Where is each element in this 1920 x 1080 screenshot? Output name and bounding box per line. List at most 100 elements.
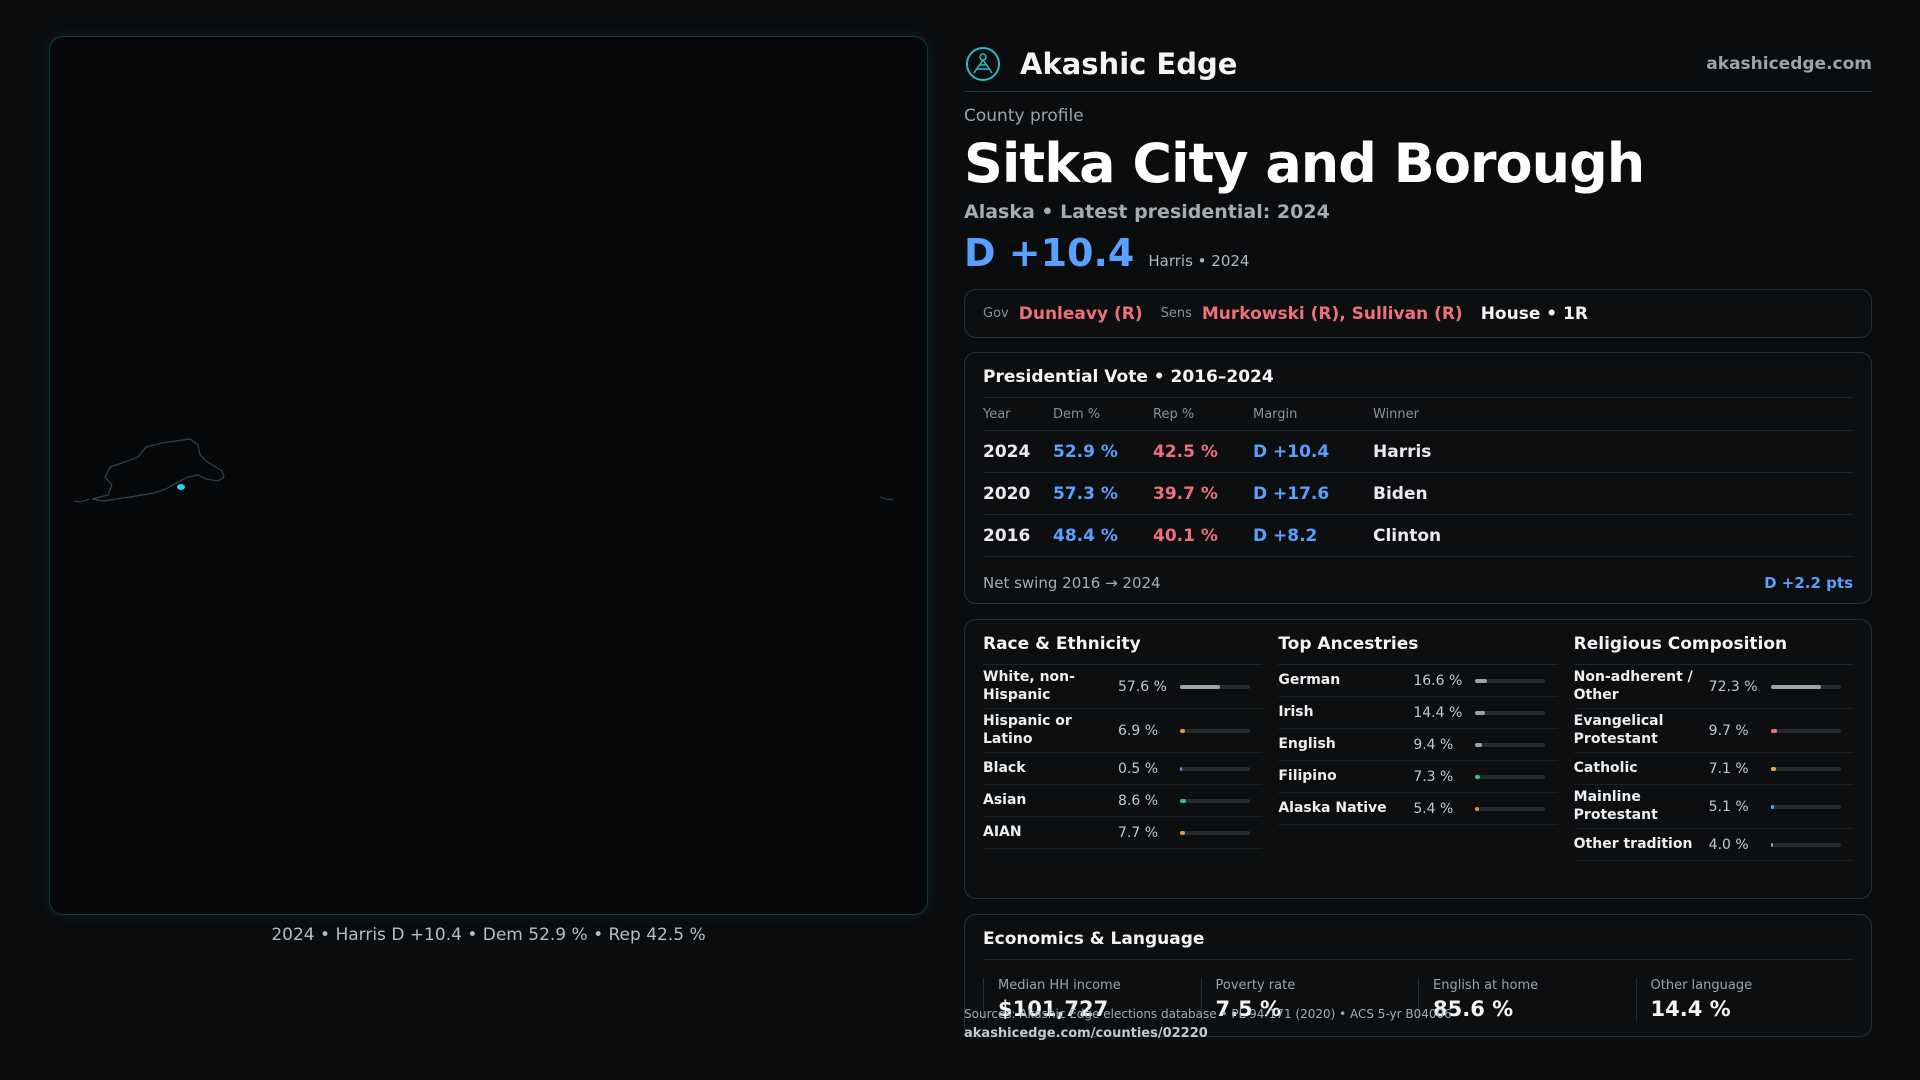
headline-margin: D +10.4 Harris • 2024	[964, 231, 1872, 275]
item-bar-fill	[1475, 806, 1480, 811]
house-delegation: House • 1R	[1480, 303, 1588, 324]
item-bar-fill	[1475, 774, 1481, 779]
item-bar	[1770, 684, 1841, 689]
econ-label: Median HH income	[998, 978, 1121, 993]
county-map[interactable]	[49, 36, 928, 915]
alaska-outline	[73, 438, 895, 503]
page-kicker: County profile	[964, 106, 1084, 126]
row-year: 2020	[983, 483, 1031, 504]
item-label: English	[1278, 735, 1336, 752]
list-item: White, non-Hispanic 57.6 %	[983, 665, 1263, 709]
item-bar	[1180, 830, 1250, 835]
item-bar-fill	[1180, 830, 1186, 835]
item-bar-fill	[1770, 766, 1776, 771]
item-bar-fill	[1180, 684, 1221, 689]
item-bar-fill	[1770, 728, 1778, 733]
item-bar-fill	[1180, 766, 1182, 771]
econ-value: 14.4 %	[1650, 997, 1731, 1021]
swing-value: D +2.2 pts	[1764, 574, 1853, 592]
item-value: 7.3 %	[1413, 768, 1454, 785]
item-label: White, non-Hispanic	[983, 669, 1075, 703]
list-item: Other tradition 4.0 %	[1573, 829, 1853, 861]
econ-cell: Poverty rate 7.5 %	[1200, 978, 1419, 1021]
item-value: 6.9 %	[1118, 722, 1159, 739]
religion-column: Religious Composition Non-adherent / Oth…	[1573, 634, 1853, 898]
item-bar	[1770, 728, 1841, 733]
col-winner: Winner	[1373, 406, 1420, 422]
item-value: 0.5 %	[1118, 760, 1159, 777]
presidential-title: Presidential Vote • 2016–2024	[983, 367, 1853, 398]
economics-grid: Median HH income $101,727 Poverty rate 7…	[983, 978, 1853, 1021]
table-row: 2020 57.3 % 39.7 % D +17.6 Biden	[983, 473, 1853, 515]
gov-label: Gov	[983, 306, 1009, 321]
map-caption: 2024 • Harris D +10.4 • Dem 52.9 % • Rep…	[271, 925, 706, 945]
demographics-card: Race & Ethnicity White, non-Hispanic 57.6…	[964, 619, 1872, 899]
religion-title: Religious Composition	[1573, 634, 1853, 665]
item-label: Alaska Native	[1278, 799, 1387, 816]
item-bar-fill	[1770, 684, 1822, 689]
page-title: Sitka City and Borough	[964, 132, 1645, 195]
list-item: Hispanic or Latino 6.9 %	[983, 709, 1263, 753]
item-bar-fill	[1770, 842, 1774, 847]
row-rep: 39.7 %	[1153, 483, 1218, 504]
margin-note: Harris • 2024	[1148, 252, 1250, 270]
row-margin: D +10.4	[1253, 441, 1330, 462]
item-bar	[1475, 806, 1546, 811]
econ-value: 7.5 %	[1215, 997, 1282, 1021]
economics-card: Economics & Language Median HH income $1…	[964, 914, 1872, 1037]
county-url[interactable]: akashicedge.com/counties/02220	[964, 1025, 1208, 1041]
econ-label: Poverty rate	[1215, 978, 1296, 993]
econ-cell: Other language 14.4 %	[1635, 978, 1854, 1021]
list-item: Mainline Protestant 5.1 %	[1573, 785, 1853, 829]
col-margin: Margin	[1253, 406, 1298, 422]
row-margin: D +17.6	[1253, 483, 1330, 504]
row-margin: D +8.2	[1253, 525, 1318, 546]
item-label: Hispanic or Latino	[983, 713, 1072, 747]
col-dem: Dem %	[1053, 406, 1101, 422]
aleutian-chain	[73, 498, 91, 503]
item-label: AIAN	[983, 823, 1022, 840]
county-highlight[interactable]	[177, 484, 185, 490]
item-bar	[1180, 766, 1250, 771]
swing-label: Net swing 2016 → 2024	[983, 574, 1161, 592]
list-item: Alaska Native 5.4 %	[1278, 793, 1558, 825]
item-value: 9.7 %	[1708, 722, 1749, 739]
akashic-logo-icon	[966, 46, 1000, 81]
row-dem: 48.4 %	[1053, 525, 1118, 546]
list-item: AIAN 7.7 %	[983, 817, 1263, 849]
item-bar-fill	[1475, 710, 1486, 715]
economics-title: Economics & Language	[983, 929, 1853, 960]
econ-cell: English at home 85.6 %	[1418, 978, 1636, 1021]
item-label: Evangelical Protestant	[1573, 713, 1664, 747]
item-label: Asian	[983, 791, 1027, 808]
list-item: Evangelical Protestant 9.7 %	[1573, 709, 1853, 753]
item-bar	[1475, 742, 1546, 747]
senators-names: Murkowski (R), Sullivan (R)	[1201, 303, 1463, 324]
item-value: 14.4 %	[1413, 704, 1463, 721]
list-item: English 9.4 %	[1278, 729, 1558, 761]
row-year: 2024	[983, 441, 1031, 462]
site-link[interactable]: akashicedge.com	[1706, 53, 1872, 74]
item-label: Filipino	[1278, 767, 1337, 784]
item-value: 57.6 %	[1118, 678, 1167, 695]
item-label: Catholic	[1573, 759, 1638, 776]
item-bar	[1475, 710, 1546, 715]
item-label: Mainline Protestant	[1573, 789, 1658, 823]
item-value: 8.6 %	[1118, 792, 1159, 809]
item-value: 4.0 %	[1708, 836, 1749, 853]
presidential-card: Presidential Vote • 2016–2024 Year Dem %…	[964, 352, 1872, 604]
item-label: Non-adherent / Other	[1573, 669, 1693, 703]
state-shape	[91, 438, 225, 502]
ancestry-column: Top Ancestries German 16.6 % Irish 14.4 % En…	[1278, 634, 1558, 898]
list-item: Non-adherent / Other 72.3 %	[1573, 665, 1853, 709]
item-bar	[1770, 842, 1841, 847]
ancestry-title: Top Ancestries	[1278, 634, 1558, 665]
item-bar	[1180, 798, 1250, 803]
item-bar	[1475, 678, 1546, 683]
margin-value: D +10.4	[964, 231, 1135, 275]
row-winner: Harris	[1373, 441, 1432, 462]
table-row: 2016 48.4 % 40.1 % D +8.2 Clinton	[983, 515, 1853, 557]
econ-label: English at home	[1433, 978, 1539, 993]
sources-footer: Sources: Akashic Edge elections database…	[964, 1005, 1452, 1044]
row-rep: 42.5 %	[1153, 441, 1218, 462]
